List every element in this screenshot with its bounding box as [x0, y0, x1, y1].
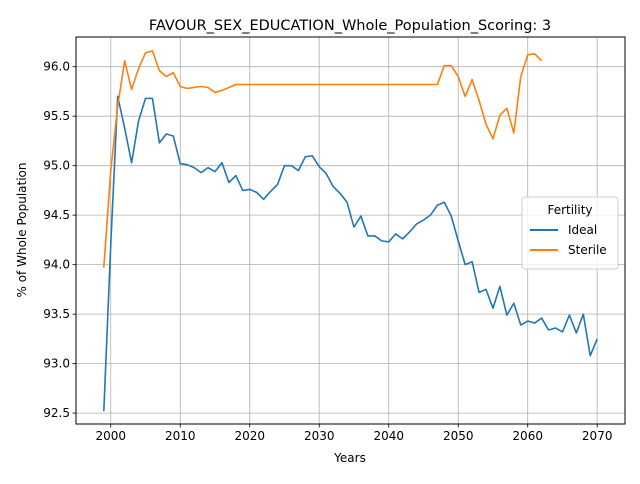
y-tick-label: 93.5 [43, 307, 70, 321]
x-tick-label: 2060 [512, 429, 543, 443]
gridlines [76, 37, 625, 424]
y-tick-label: 92.5 [43, 406, 70, 420]
x-axis: 2000 2010 2020 2030 2040 2050 2060 2070 [95, 424, 612, 443]
y-tick-label: 94.0 [43, 258, 70, 272]
y-tick-label: 95.0 [43, 159, 70, 173]
series-line-sterile [103, 50, 543, 268]
y-axis-label: % of Whole Population [15, 163, 29, 298]
legend-label-sterile: Sterile [568, 243, 607, 257]
x-tick-label: 2010 [165, 429, 196, 443]
y-tick-label: 96.0 [43, 60, 70, 74]
y-axis: 92.5 93.0 93.5 94.0 94.5 95.0 95.5 96.0 [43, 60, 76, 420]
chart-title: FAVOUR_SEX_EDUCATION_Whole_Population_Sc… [149, 18, 551, 34]
x-tick-label: 2020 [234, 429, 265, 443]
legend: Fertility Ideal Sterile [521, 196, 619, 270]
x-tick-label: 2040 [373, 429, 404, 443]
legend-label-ideal: Ideal [568, 223, 597, 237]
series-line-ideal [103, 95, 598, 412]
plot-frame [75, 36, 626, 425]
legend-title: Fertility [547, 203, 592, 217]
series-lines [103, 50, 598, 412]
x-axis-label: Years [333, 451, 366, 465]
x-tick-label: 2050 [443, 429, 474, 443]
y-tick-label: 93.0 [43, 357, 70, 371]
y-tick-label: 94.5 [43, 208, 70, 222]
x-tick-label: 2030 [304, 429, 335, 443]
x-tick-label: 2070 [582, 429, 613, 443]
y-tick-label: 95.5 [43, 109, 70, 123]
x-tick-label: 2000 [95, 429, 126, 443]
